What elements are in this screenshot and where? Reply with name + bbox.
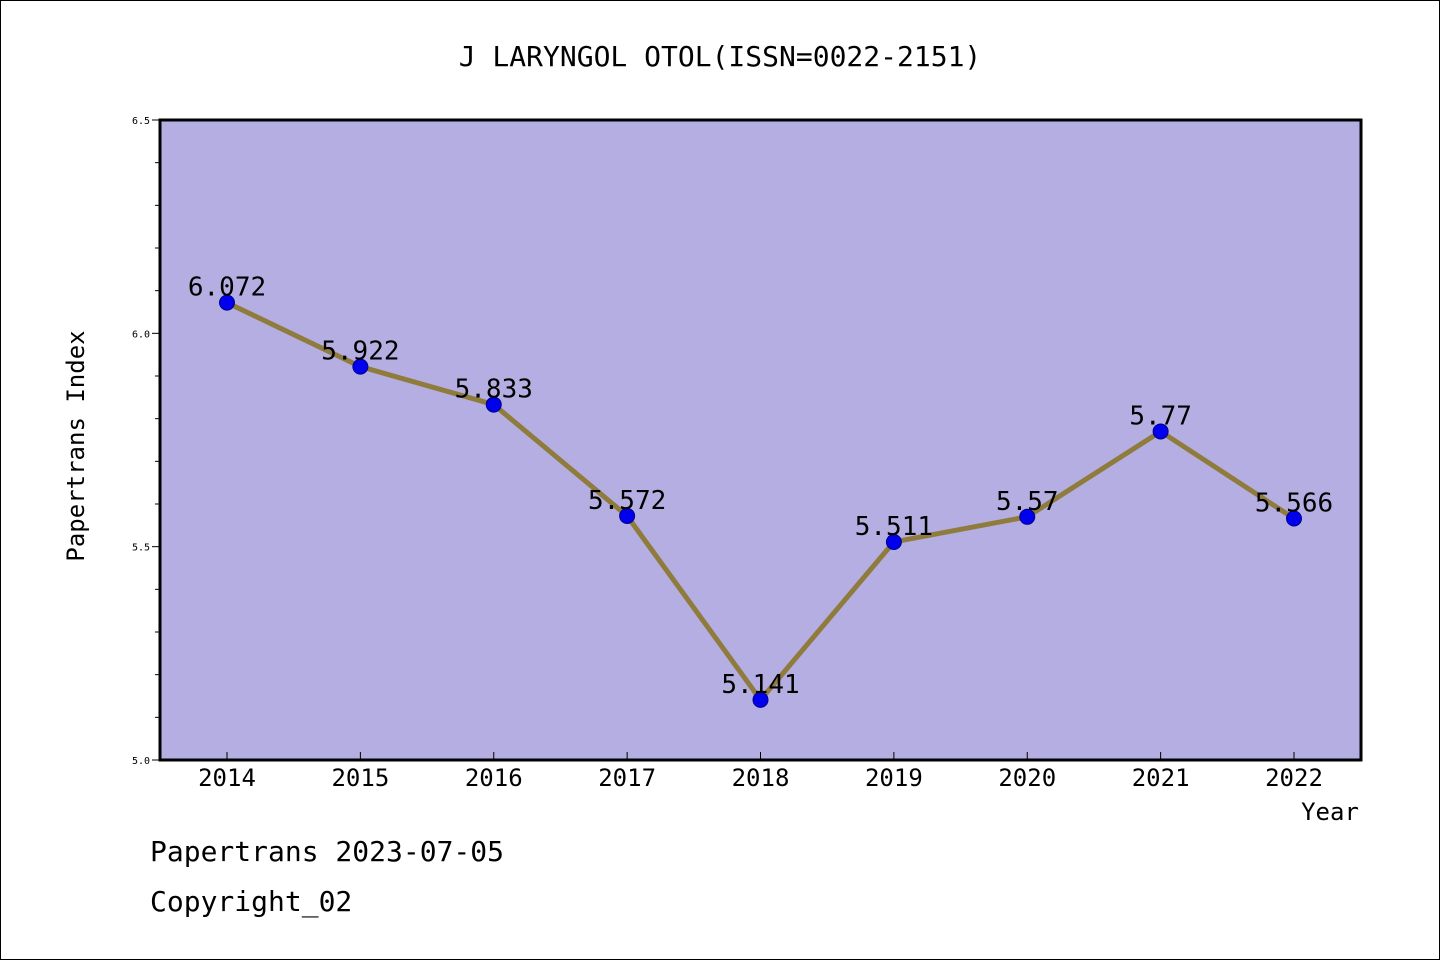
data-point-2019: [885, 533, 902, 550]
x-tick-label: 2015: [331, 764, 389, 792]
data-point-2017: [619, 507, 636, 524]
y-tick-label: 6.0: [132, 329, 150, 340]
data-label-2015: 5.922: [321, 337, 399, 367]
data-point-2016: [485, 396, 502, 413]
y-tick-label: 5.0: [132, 756, 150, 767]
x-tick-label: 2022: [1265, 764, 1323, 792]
data-point-2018: [752, 691, 769, 708]
data-point-2015: [352, 358, 369, 375]
marker-group: [219, 294, 1302, 708]
data-label-2022: 5.566: [1255, 489, 1333, 519]
data-label-2019: 5.511: [855, 512, 933, 542]
footer-date: Papertrans 2023-07-05: [150, 835, 505, 868]
plot-area: [158, 118, 1363, 762]
chart-title: J LARYNGOL OTOL(ISSN=0022-2151): [459, 40, 982, 73]
x-tick-label: 2017: [598, 764, 656, 792]
data-label-2016: 5.833: [455, 375, 533, 405]
data-label-2020: 5.57: [996, 487, 1059, 517]
x-axis: 2014 2015 2016 2017 2018 2019 2020 2021 2022: [198, 752, 1323, 792]
x-tick-label: 2021: [1132, 764, 1190, 792]
x-axis-label: Year: [1301, 798, 1359, 826]
x-tick-label: 2018: [732, 764, 790, 792]
data-point-2020: [1019, 508, 1036, 525]
data-label-group: 6.072 5.922 5.833 5.572 5.141 5.511 5.57 5.77 5.…: [188, 273, 1333, 700]
data-point-2021: [1152, 423, 1169, 440]
x-tick-label: 2014: [198, 764, 256, 792]
footer-copyright: Copyright_02: [150, 885, 353, 918]
data-label-2021: 5.77: [1129, 401, 1192, 431]
x-tick-label: 2016: [465, 764, 523, 792]
data-label-2018: 5.141: [721, 670, 799, 700]
y-axis-label: Papertrans Index: [62, 330, 90, 561]
data-label-2017: 5.572: [588, 486, 666, 516]
x-tick-label: 2019: [865, 764, 923, 792]
data-point-2014: [219, 294, 235, 311]
y-tick-label: 5.5: [132, 543, 150, 554]
data-point-2022: [1286, 510, 1302, 527]
data-label-2014: 6.072: [188, 273, 266, 303]
y-axis: 5.0 5.5 6.0 6.5: [132, 116, 160, 767]
x-tick-label: 2020: [998, 764, 1056, 792]
y-tick-label: 6.5: [132, 116, 150, 127]
